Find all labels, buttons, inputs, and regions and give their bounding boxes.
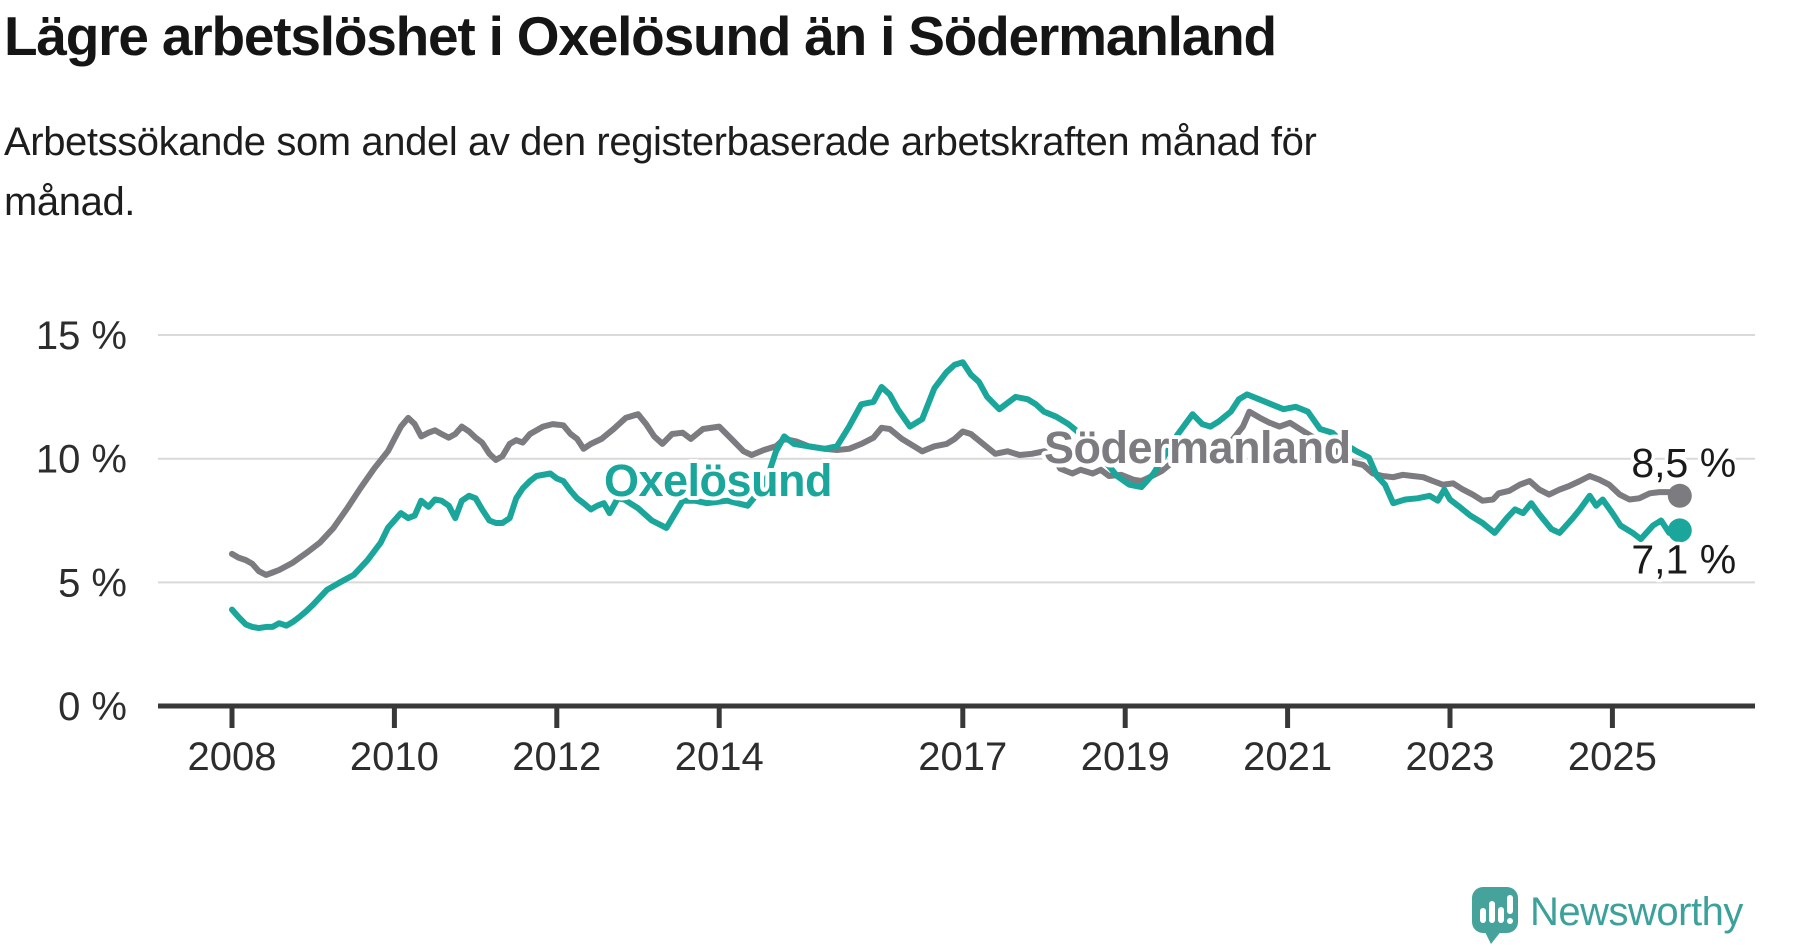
end-value-label: 7,1 % <box>1631 536 1736 582</box>
x-axis-label: 2014 <box>675 735 764 779</box>
chart-subtitle: Arbetssökande som andel av den registerb… <box>4 120 1317 224</box>
series-label: Oxelösund <box>604 455 832 506</box>
series-end-dot <box>1667 518 1692 543</box>
y-axis-label: 0 % <box>58 685 127 729</box>
x-axis-label: 2008 <box>188 735 277 779</box>
brand-name: Newsworthy <box>1530 890 1743 934</box>
x-axis-label: 2025 <box>1568 735 1657 779</box>
series-line-södermanland <box>229 408 1683 578</box>
newsworthy-logo-icon <box>1472 887 1518 944</box>
x-axis-label: 2023 <box>1406 735 1495 779</box>
y-axis-label: 10 % <box>36 438 127 482</box>
brand-footer: Newsworthy <box>1470 884 1790 948</box>
x-axis-label: 2021 <box>1243 735 1332 779</box>
x-axis-label: 2017 <box>918 735 1007 779</box>
x-axis-label: 2010 <box>350 735 439 779</box>
x-axis-label: 2019 <box>1081 735 1170 779</box>
series-line-oxelösund <box>229 359 1683 632</box>
end-value-label: 8,5 % <box>1631 440 1736 486</box>
newsworthy-logo: Newsworthy <box>1472 887 1744 944</box>
y-axis-label: 5 % <box>58 561 127 605</box>
page-title: Lägre arbetslöshet i Oxelösund än i Söde… <box>4 5 1277 67</box>
series-label: Södermanland <box>1044 422 1351 473</box>
series-end-dot <box>1667 483 1692 508</box>
y-axis-label: 15 % <box>36 314 127 358</box>
x-axis-label: 2012 <box>512 735 601 779</box>
